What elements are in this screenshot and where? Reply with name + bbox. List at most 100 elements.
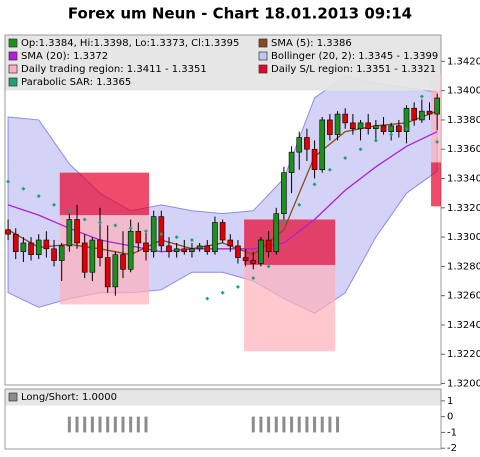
candle-body: [227, 239, 234, 247]
sar-dot: [52, 202, 57, 207]
candle-body: [28, 242, 34, 255]
candle-body: [426, 110, 433, 115]
legend-box: [5, 389, 441, 406]
region: [431, 162, 441, 207]
legend-swatch: [258, 38, 268, 48]
candle-body: [235, 245, 241, 258]
legend-swatch: [8, 64, 18, 74]
region: [244, 219, 336, 265]
sar-dot: [189, 238, 194, 243]
region: [244, 264, 336, 352]
candle-body: [20, 242, 27, 253]
candle-body: [304, 137, 310, 150]
sar-dot: [435, 139, 440, 144]
candle-body: [150, 216, 157, 253]
y-tick-label: 1.3380: [447, 115, 480, 126]
legend-swatch: [8, 38, 18, 48]
candle-body: [58, 245, 65, 261]
legend-label: Long/Short: 1.0000: [21, 392, 117, 403]
bar: [259, 416, 263, 433]
sar-dot: [220, 290, 225, 295]
candle-body: [281, 172, 287, 214]
sar-dot: [358, 147, 363, 152]
region: [59, 215, 150, 305]
candle-body: [419, 110, 425, 121]
chart-title: Forex um Neun - Chart 18.01.2013 09:14: [68, 5, 412, 23]
candle-body: [319, 119, 326, 171]
candle-body: [143, 242, 149, 253]
y-tick-label: 1.3280: [447, 261, 480, 272]
bar: [136, 416, 140, 433]
legend-label: Daily trading region: 1.3411 - 1.3351: [21, 64, 207, 75]
bar: [90, 416, 94, 433]
candle-body: [81, 242, 88, 273]
bar: [313, 416, 317, 433]
candle-body: [5, 229, 11, 235]
region: [59, 172, 150, 216]
candle-body: [258, 239, 264, 264]
candle-body: [89, 239, 96, 273]
sar-dot: [113, 223, 118, 228]
candle-body: [327, 119, 333, 135]
candle-body: [204, 245, 211, 253]
candle-body: [396, 125, 402, 132]
candle-body: [334, 113, 341, 135]
candle-body: [350, 122, 356, 130]
sar-dot: [235, 284, 240, 289]
sar-dot: [266, 264, 271, 269]
sar-dot: [281, 220, 286, 225]
sar-dot: [389, 132, 394, 137]
candle-body: [342, 113, 349, 124]
bar: [297, 416, 301, 433]
y-tick-label: -2: [447, 443, 457, 454]
candle-body: [189, 248, 195, 253]
region: [431, 74, 441, 163]
y-tick-label: 1.3260: [447, 291, 480, 302]
y-tick-label: 1.3200: [447, 379, 480, 390]
sar-dot: [251, 276, 256, 281]
candle-body: [12, 233, 19, 253]
candle-body: [97, 239, 103, 258]
bar: [67, 416, 71, 433]
candle-body: [112, 254, 119, 288]
candle-body: [43, 239, 50, 250]
legend-label: Bollinger (20, 2): 1.3345 - 1.3399: [271, 51, 438, 62]
legend-label: SMA (5): 1.3386: [271, 38, 352, 49]
candle-body: [51, 248, 57, 261]
sar-dot: [297, 202, 302, 207]
bar: [320, 416, 324, 433]
y-tick-label: 1.3400: [447, 86, 480, 97]
candle-body: [373, 125, 379, 130]
candle-body: [166, 245, 172, 253]
candle-body: [357, 122, 364, 130]
sar-dot: [143, 229, 148, 234]
bar: [282, 416, 286, 433]
sar-dot: [312, 182, 317, 187]
sar-dot: [343, 156, 348, 161]
candle-body: [212, 222, 218, 253]
candle-body: [296, 137, 303, 153]
candle-body: [66, 219, 73, 247]
bar: [274, 416, 278, 433]
legend-box: [5, 35, 441, 91]
legend-label: Parabolic SAR: 1.3365: [21, 77, 131, 88]
bar: [305, 416, 309, 433]
bar: [75, 416, 79, 433]
legend-label: SMA (20): 1.3372: [21, 51, 108, 62]
sar-dot: [98, 220, 103, 225]
bar: [144, 416, 148, 433]
legend-swatch: [8, 51, 18, 61]
legend-label: Daily S/L region: 1.3351 - 1.3321: [271, 64, 436, 75]
sar-dot: [82, 217, 87, 222]
candle-body: [35, 239, 42, 255]
bar: [83, 416, 87, 433]
sar-dot: [205, 296, 210, 301]
y-tick-label: 1.3420: [447, 56, 480, 67]
legend-swatch: [8, 77, 18, 87]
candle-body: [219, 222, 226, 241]
candle-body: [265, 239, 272, 253]
y-tick-label: 1.3300: [447, 232, 480, 243]
candle-body: [135, 230, 142, 244]
bar: [336, 416, 340, 433]
